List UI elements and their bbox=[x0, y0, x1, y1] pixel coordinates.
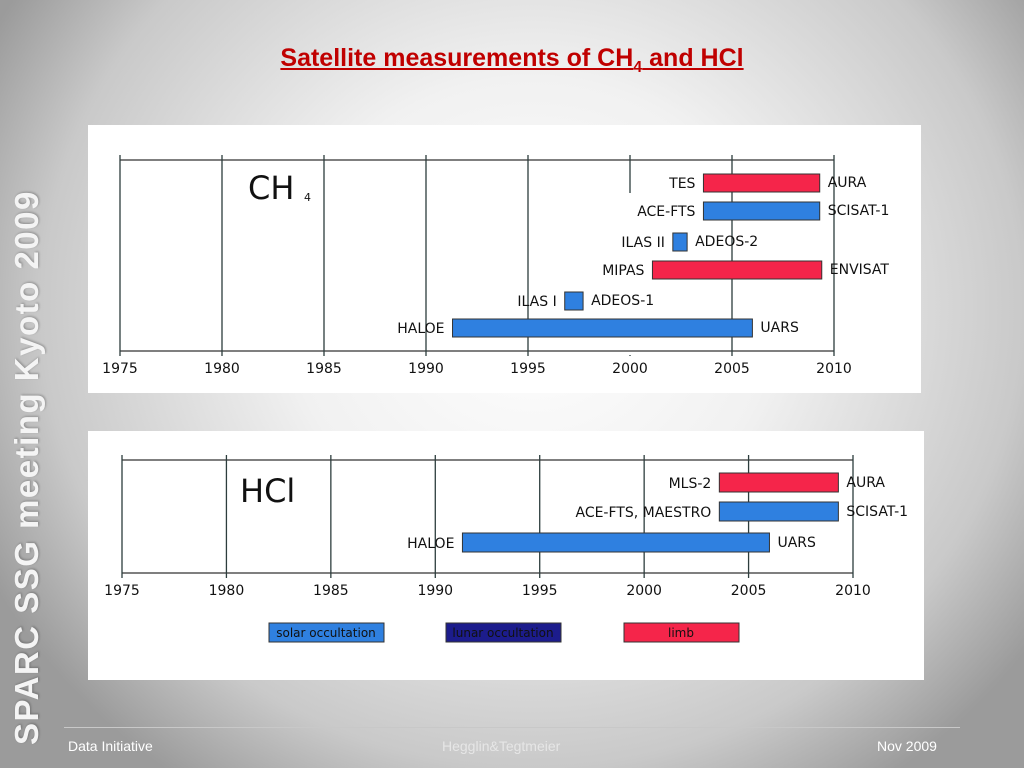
instrument-label: ILAS II bbox=[621, 235, 664, 251]
instrument-label: ACE-FTS bbox=[637, 204, 695, 220]
instrument-label: HALOE bbox=[407, 536, 454, 552]
satellite-label: UARS bbox=[760, 320, 799, 336]
instrument-label: ACE-FTS, MAESTRO bbox=[575, 505, 711, 521]
hcl-timeline-chart: 1975 1980 1985 1990 1995 2000 2005 2010 HCl MLS-2… bbox=[104, 455, 908, 643]
hcl-timeline-panel: 1975 1980 1985 1990 1995 2000 2005 2010 HCl MLS-2… bbox=[88, 431, 924, 680]
bar-ace-fts bbox=[702, 201, 821, 221]
satellite-label: ADEOS-2 bbox=[695, 234, 758, 250]
footer-author-text: Hegglin&Tegtmeier bbox=[442, 738, 561, 754]
legend-item-limb: limb bbox=[623, 622, 740, 643]
legend-item-lunar-occultation: lunar occultation bbox=[445, 622, 562, 643]
chart-title: HCl bbox=[240, 472, 295, 510]
chart-title: CH bbox=[248, 169, 294, 207]
tick-label-1990: 1990 bbox=[417, 583, 453, 599]
chart-title-subscript: 4 bbox=[304, 191, 311, 204]
title-subscript: 4 bbox=[633, 59, 643, 76]
bar-mipas bbox=[651, 260, 823, 280]
footer-left-text: Data Initiative bbox=[68, 738, 153, 754]
satellite-label: AURA bbox=[828, 175, 867, 191]
side-banner-text: SPARC SSG meeting Kyoto 2009 bbox=[8, 190, 45, 745]
instrument-label: HALOE bbox=[397, 321, 444, 337]
legend-swatch bbox=[623, 622, 740, 643]
bar-haloe bbox=[461, 532, 770, 553]
bar-ilas-ii bbox=[672, 232, 688, 252]
satellite-label: AURA bbox=[846, 475, 885, 491]
instrument-label: MIPAS bbox=[602, 263, 644, 279]
tick-label-1980: 1980 bbox=[209, 583, 245, 599]
tick-label-2010: 2010 bbox=[816, 361, 852, 377]
legend-swatch bbox=[268, 622, 385, 643]
tick-label-2010: 2010 bbox=[835, 583, 871, 599]
satellite-label: SCISAT-1 bbox=[846, 504, 908, 520]
legend-label: lunar occultation bbox=[452, 626, 553, 640]
tick-label-1975: 1975 bbox=[102, 361, 138, 377]
ch4-timeline-panel: 1975 1980 1985 1990 1995 2000 2005 2010 CH 4 TES AU… bbox=[88, 125, 921, 393]
title-suffix: and HCl bbox=[642, 44, 744, 72]
tick-label-1980: 1980 bbox=[204, 361, 240, 377]
instrument-label: ILAS I bbox=[517, 294, 556, 310]
tick-label-1995: 1995 bbox=[522, 583, 558, 599]
tick-label-1975: 1975 bbox=[104, 583, 140, 599]
instrument-label: TES bbox=[668, 176, 695, 192]
satellite-label: SCISAT-1 bbox=[828, 203, 890, 219]
instrument-label: MLS-2 bbox=[669, 476, 712, 492]
ch4-timeline-chart: 1975 1980 1985 1990 1995 2000 2005 2010 CH 4 TES AU… bbox=[102, 155, 890, 377]
tick-label-1985: 1985 bbox=[313, 583, 349, 599]
tick-label-2000: 2000 bbox=[626, 583, 662, 599]
legend-label: solar occultation bbox=[276, 626, 376, 640]
legend-swatch bbox=[445, 622, 562, 643]
footer-date-text: Nov 2009 bbox=[877, 738, 937, 754]
slide-title: Satellite measurements of CH4 and HCl bbox=[0, 44, 1024, 77]
title-text: Satellite measurements of CH bbox=[280, 44, 634, 72]
footer-divider bbox=[64, 727, 960, 728]
legend-label: limb bbox=[668, 626, 694, 640]
bar-haloe bbox=[452, 318, 753, 338]
tick-label-2005: 2005 bbox=[731, 583, 767, 599]
bar-mls-2 bbox=[718, 472, 839, 493]
legend-item-solar-occultation: solar occultation bbox=[268, 622, 385, 643]
tick-label-1985: 1985 bbox=[306, 361, 342, 377]
bar-tes bbox=[702, 173, 821, 193]
satellite-label: ADEOS-1 bbox=[591, 293, 654, 309]
satellite-label: ENVISAT bbox=[830, 262, 890, 278]
tick-label-2005: 2005 bbox=[714, 361, 750, 377]
tick-label-1990: 1990 bbox=[408, 361, 444, 377]
bar-ilas-i bbox=[564, 291, 584, 311]
bar-ace-fts-maestro bbox=[718, 501, 839, 522]
satellite-label: UARS bbox=[777, 535, 816, 551]
tick-label-2000: 2000 bbox=[612, 361, 648, 377]
tick-label-1995: 1995 bbox=[510, 361, 546, 377]
